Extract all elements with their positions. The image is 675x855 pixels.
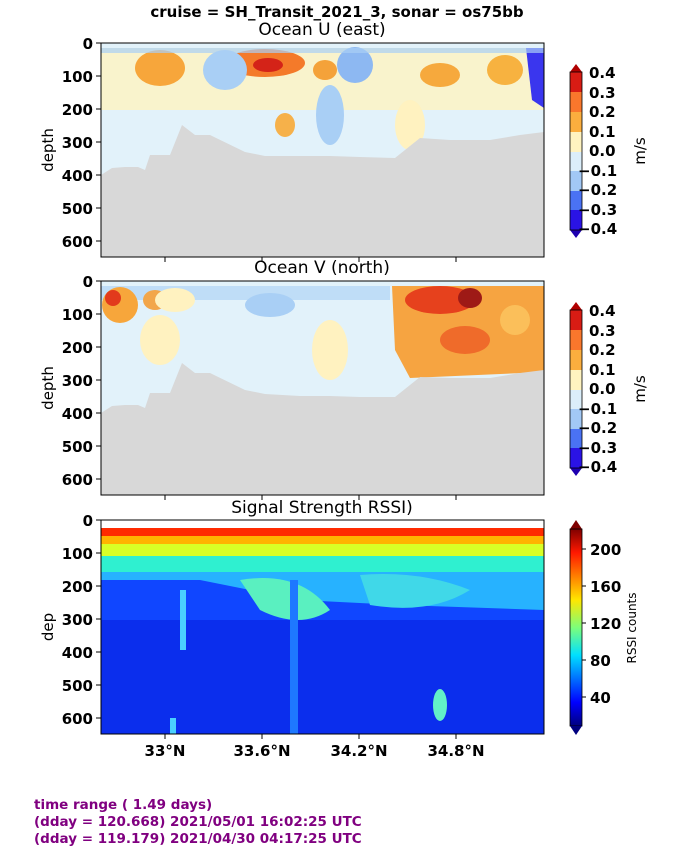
ytick-v-500: 500	[62, 438, 93, 456]
plot-frame-v	[100, 280, 545, 496]
colorbar-v: 0.4 0.3 0.2 0.1 0.0 −0.1 −0.2 −0.3 −0.4 …	[569, 302, 649, 476]
cbtick-rssi-120: 120	[590, 615, 621, 633]
ytick-u-300: 300	[62, 134, 93, 152]
cbtick-u-7: −0.3	[578, 201, 617, 219]
seafloor-mask-v	[101, 363, 544, 495]
ytick-v-0: 0	[83, 273, 93, 291]
seafloor-mask-u	[101, 125, 544, 257]
colorbar-label-rssi: RSSI counts	[625, 592, 639, 663]
cbtick-rssi-40: 40	[590, 689, 611, 707]
ytick-v-400: 400	[62, 405, 93, 423]
y-axis-v: 0 100 200 300 400 500 600 depth	[39, 273, 101, 489]
cbtick-v-7: −0.3	[578, 439, 617, 457]
ytick-rssi-600: 600	[62, 710, 93, 728]
panel-ocean-u: Ocean U (east)	[39, 20, 649, 262]
colorbar-rssi: 200 160 120 80 40 RSSI counts	[569, 520, 639, 735]
heatmap-v	[101, 281, 544, 495]
panel-title-u: Ocean U (east)	[258, 20, 385, 40]
cbtick-u-0: 0.4	[589, 64, 616, 82]
ytick-v-200: 200	[62, 339, 93, 357]
cbtick-rssi-160: 160	[590, 578, 621, 596]
ytick-v-600: 600	[62, 471, 93, 489]
y-axis-rssi: 0 100 200 300 400 500 600 dep	[39, 512, 101, 728]
ytick-rssi-200: 200	[62, 578, 93, 596]
xtick-34-2n: 34.2°N	[330, 742, 387, 760]
ylabel-v: depth	[39, 366, 57, 410]
cbtick-v-0: 0.4	[589, 302, 616, 320]
plot-frame-u	[100, 42, 545, 258]
cbtick-u-1: 0.3	[589, 84, 616, 102]
time-range-line: time range ( 1.49 days)	[34, 797, 213, 813]
panel-ocean-v: Ocean V (north) 0	[39, 258, 649, 500]
y-axis-u: 0 100 200 300 400 500 600 depth	[39, 35, 101, 251]
ylabel-u: depth	[39, 128, 57, 172]
ytick-rssi-0: 0	[83, 512, 93, 530]
ytick-u-0: 0	[83, 35, 93, 53]
start-time-line: (dday = 119.179) 2021/04/30 04:17:25 UTC	[34, 831, 362, 847]
cbtick-v-8: −0.4	[578, 458, 617, 476]
cbtick-u-6: −0.2	[578, 181, 617, 199]
cbtick-v-1: 0.3	[589, 322, 616, 340]
cbtick-u-8: −0.4	[578, 220, 617, 238]
cbtick-v-4: 0.0	[589, 380, 616, 398]
heatmap-u	[101, 43, 544, 257]
ytick-u-400: 400	[62, 167, 93, 185]
ytick-u-100: 100	[62, 68, 93, 86]
cbtick-v-6: −0.2	[578, 419, 617, 437]
colorbar-u: 0.4 0.3 0.2 0.1 0.0 −0.1 −0.2 −0.3 −0.4 …	[569, 64, 649, 238]
cbtick-rssi-80: 80	[590, 652, 611, 670]
cbtick-v-2: 0.2	[589, 341, 616, 359]
cbtick-u-4: 0.0	[589, 142, 616, 160]
xtick-34-8n: 34.8°N	[427, 742, 484, 760]
cbtick-u-5: −0.1	[578, 162, 617, 180]
ytick-u-200: 200	[62, 101, 93, 119]
cbtick-v-3: 0.1	[589, 361, 616, 379]
plot-frame-rssi	[100, 519, 545, 735]
ylabel-rssi: dep	[39, 613, 57, 641]
end-time-line: (dday = 120.668) 2021/05/01 16:02:25 UTC	[34, 814, 362, 830]
ytick-rssi-400: 400	[62, 644, 93, 662]
heatmap-rssi	[101, 520, 544, 734]
cbtick-u-2: 0.2	[589, 103, 616, 121]
ytick-rssi-300: 300	[62, 611, 93, 629]
x-axis-rssi: 33°N 33.6°N 34.2°N 34.8°N	[145, 734, 485, 760]
ytick-u-500: 500	[62, 200, 93, 218]
ytick-u-600: 600	[62, 233, 93, 251]
ytick-rssi-500: 500	[62, 677, 93, 695]
panel-title-v: Ocean V (north)	[254, 258, 390, 278]
ytick-v-300: 300	[62, 372, 93, 390]
ytick-v-100: 100	[62, 306, 93, 324]
colorbar-label-u: m/s	[631, 137, 649, 165]
cbtick-u-3: 0.1	[589, 123, 616, 141]
panel-rssi: Signal Strength RSSI) 0	[39, 498, 639, 760]
cbtick-v-5: −0.1	[578, 400, 617, 418]
xtick-33n: 33°N	[145, 742, 186, 760]
x-axis-u	[164, 257, 457, 262]
colorbar-label-v: m/s	[631, 375, 649, 403]
xtick-33-6n: 33.6°N	[233, 742, 290, 760]
ytick-rssi-100: 100	[62, 545, 93, 563]
time-range-footer: time range ( 1.49 days) (dday = 120.668)…	[34, 797, 362, 848]
panel-title-rssi: Signal Strength RSSI)	[231, 498, 413, 518]
cbtick-rssi-200: 200	[590, 541, 621, 559]
x-axis-v	[164, 495, 457, 500]
figure-suptitle: cruise = SH_Transit_2021_3, sonar = os75…	[150, 3, 523, 21]
